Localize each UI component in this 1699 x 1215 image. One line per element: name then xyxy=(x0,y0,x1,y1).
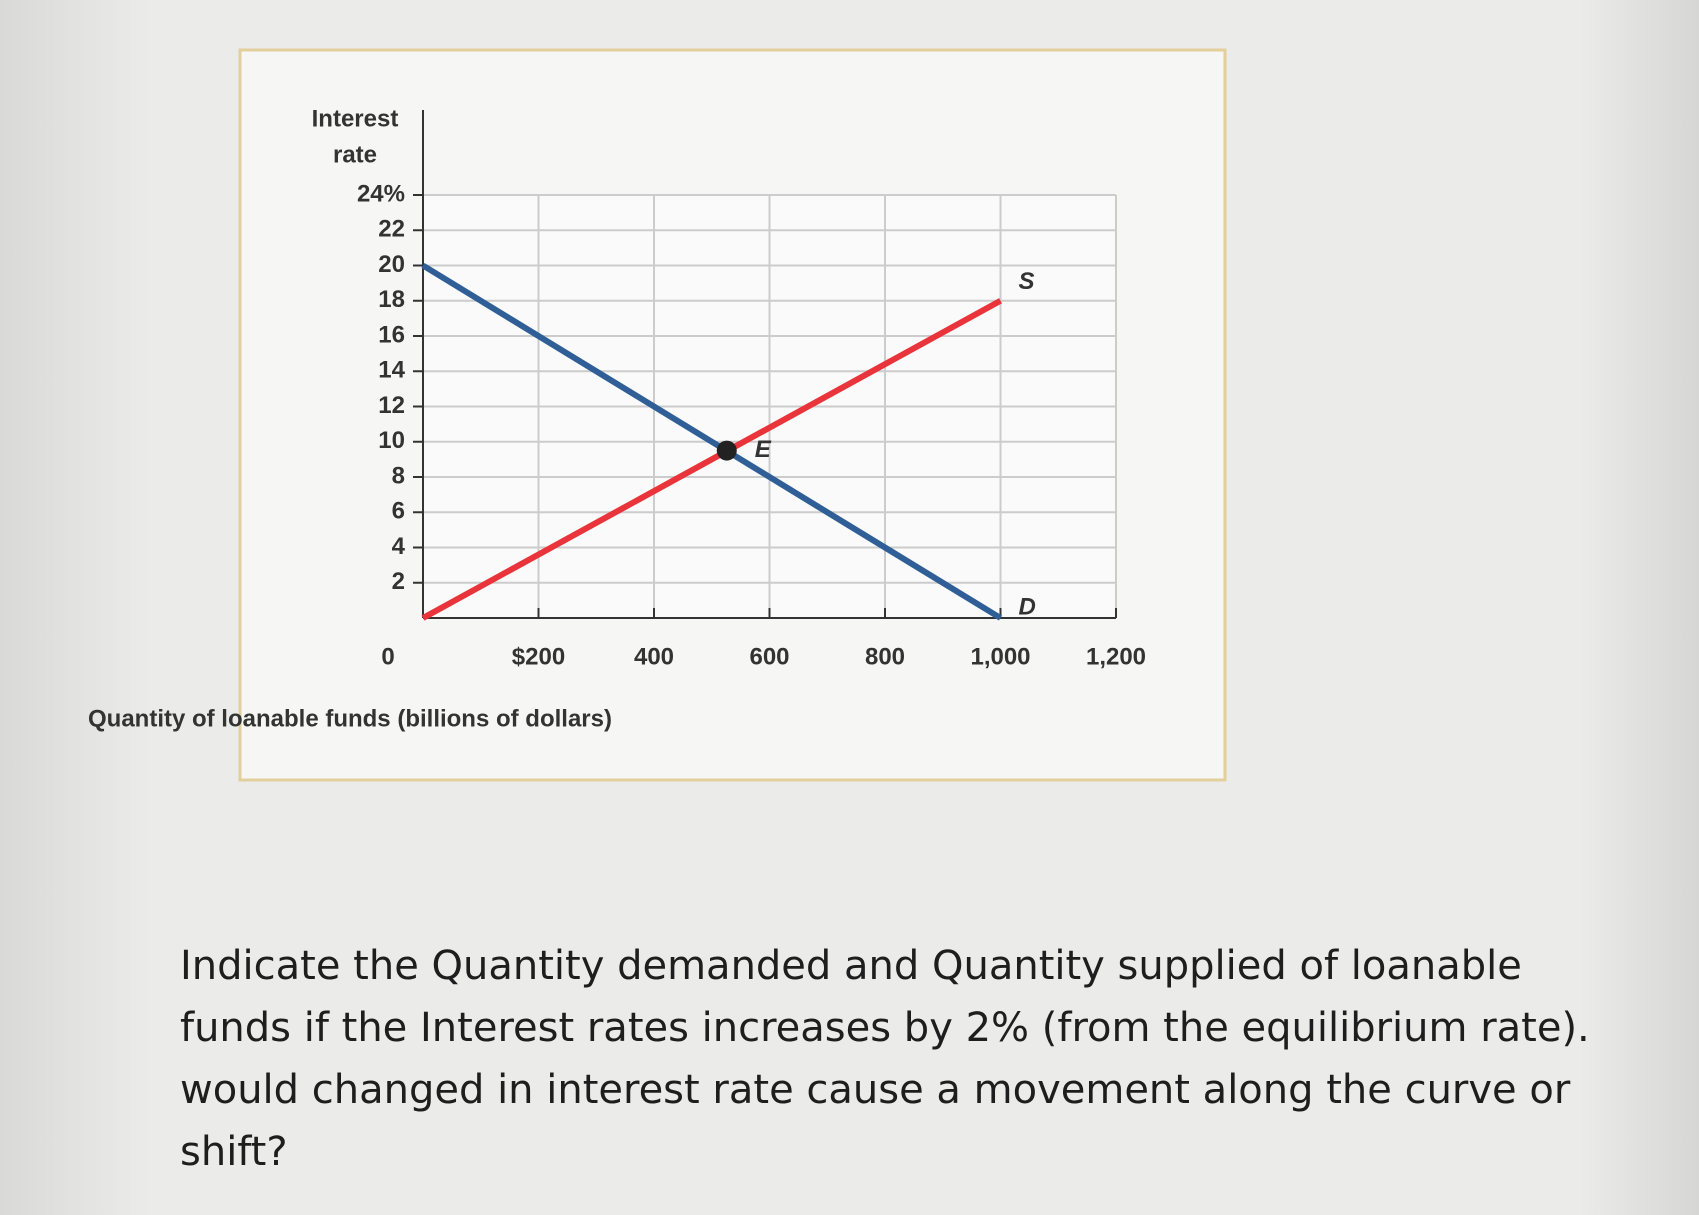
y-tick-label: 14 xyxy=(378,357,405,384)
question-line: shift? xyxy=(180,1129,288,1175)
y-tick-label: 16 xyxy=(378,321,405,348)
x-tick-label: 0 xyxy=(381,643,394,670)
question-line: would changed in interest rate cause a m… xyxy=(180,1067,1571,1113)
series-line xyxy=(421,262,1003,621)
y-tick-label: 8 xyxy=(392,462,405,489)
x-axis-title: Quantity of loanable funds (billions of … xyxy=(88,705,612,732)
question: Indicate the Quantity demanded and Quant… xyxy=(180,935,1590,1183)
y-tick-label: 12 xyxy=(378,392,405,419)
annotation: E xyxy=(755,436,772,463)
x-tick-label: 400 xyxy=(634,643,674,670)
equilibrium-point xyxy=(716,440,737,461)
y-tick-label: 18 xyxy=(378,286,405,313)
y-tick-label: 2 xyxy=(392,568,405,595)
x-tick-label: 600 xyxy=(749,643,789,670)
y-tick-label: 6 xyxy=(392,498,405,525)
series-line xyxy=(421,298,1002,621)
question-line: Indicate the Quantity demanded and Quant… xyxy=(180,943,1522,989)
y-axis-title: rate xyxy=(333,141,377,168)
chart: Quantity of loanable funds (billions of … xyxy=(88,48,1227,782)
x-tick-label: $200 xyxy=(512,643,565,670)
x-tick-label: 800 xyxy=(865,643,905,670)
y-tick-label: 20 xyxy=(378,251,405,278)
y-tick-label: 4 xyxy=(392,533,406,560)
y-tick-label: 10 xyxy=(378,427,405,454)
series-label: D xyxy=(1019,593,1036,620)
y-tick-label: 22 xyxy=(378,216,405,243)
x-tick-label: 1,000 xyxy=(970,643,1030,670)
series-label: S xyxy=(1019,268,1035,295)
question-line: funds if the Interest rates increases by… xyxy=(180,1005,1590,1051)
y-axis-title: Interest xyxy=(312,105,399,132)
y-tick-label: 24% xyxy=(357,180,405,207)
x-tick-label: 1,200 xyxy=(1086,643,1146,670)
